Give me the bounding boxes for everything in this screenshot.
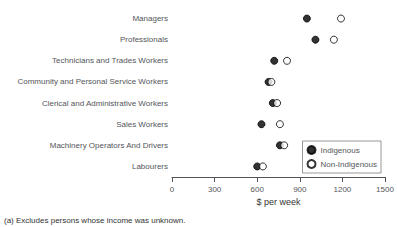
svg-text:1200: 1200: [334, 185, 352, 194]
svg-text:Technicians and Trades Workers: Technicians and Trades Workers: [52, 56, 168, 65]
svg-text:Clerical and Administrative Wo: Clerical and Administrative Workers: [42, 99, 168, 108]
svg-text:Indigenous: Indigenous: [321, 146, 360, 155]
svg-text:600: 600: [251, 185, 265, 194]
svg-text:Community and Personal Service: Community and Personal Service Workers: [17, 77, 168, 86]
svg-text:(a) Excludes persons whose inc: (a) Excludes persons whose income was un…: [4, 216, 185, 225]
svg-text:Sales Workers: Sales Workers: [116, 120, 168, 129]
svg-text:Machinery Operators And Driver: Machinery Operators And Drivers: [50, 141, 168, 150]
svg-text:0: 0: [170, 185, 175, 194]
svg-text:Non-Indigenous: Non-Indigenous: [321, 160, 377, 169]
svg-text:Labourers: Labourers: [132, 162, 168, 171]
svg-text:Managers: Managers: [132, 14, 168, 23]
svg-text:300: 300: [208, 185, 222, 194]
svg-text:$ per week: $ per week: [256, 197, 301, 207]
svg-text:900: 900: [293, 185, 307, 194]
svg-text:1500: 1500: [376, 185, 394, 194]
svg-text:Professionals: Professionals: [120, 35, 168, 44]
